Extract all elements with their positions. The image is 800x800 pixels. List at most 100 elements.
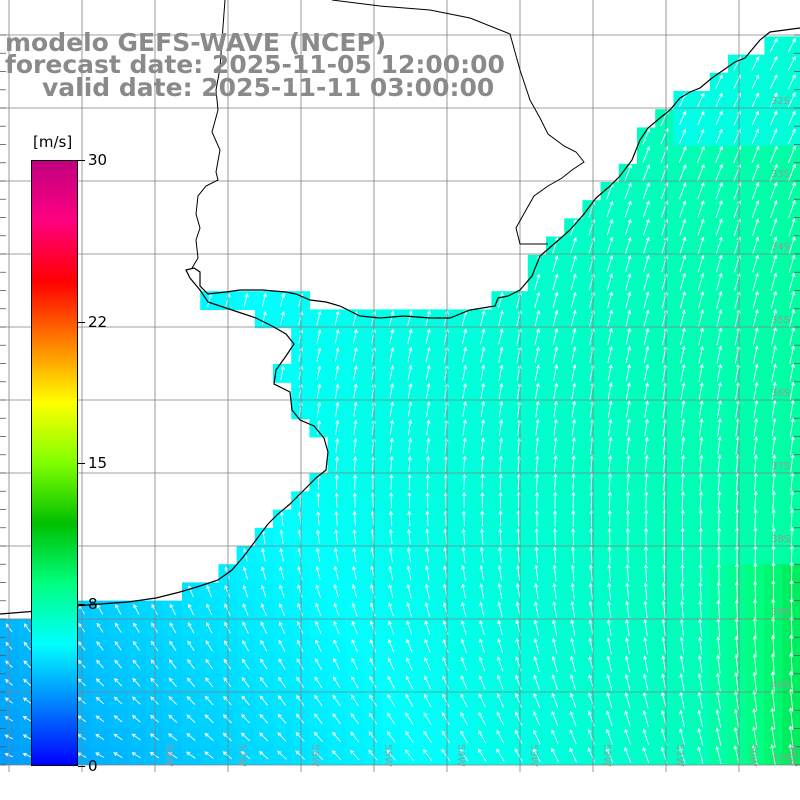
wind-arrow bbox=[241, 695, 250, 706]
wind-arrow bbox=[679, 709, 685, 728]
wind-arrow bbox=[224, 584, 231, 598]
wind-arrow bbox=[498, 455, 504, 472]
wind-arrow bbox=[717, 454, 722, 473]
wind-arrow bbox=[643, 345, 650, 364]
wind-arrow bbox=[789, 308, 796, 328]
wind-arrow bbox=[607, 582, 612, 600]
latitude-label: 35S bbox=[771, 315, 790, 326]
longitude-labels: 58W 57W 56W 55W 54W 53W 52W 51W 50W 49W bbox=[163, 744, 798, 767]
wind-arrow bbox=[753, 417, 759, 437]
wind-arrow bbox=[260, 639, 268, 652]
wind-arrow bbox=[534, 546, 539, 563]
wind-arrow bbox=[388, 547, 393, 563]
wind-arrow bbox=[242, 621, 249, 634]
wind-arrow bbox=[242, 640, 250, 652]
wind-arrow bbox=[241, 658, 250, 670]
wind-arrow bbox=[752, 272, 759, 291]
wind-arrow bbox=[204, 714, 214, 724]
longitude-label: 58W bbox=[163, 744, 174, 767]
wind-arrow bbox=[608, 418, 613, 436]
wind-arrow bbox=[443, 528, 448, 545]
wind-arrow bbox=[424, 583, 430, 599]
wind-arrow bbox=[699, 490, 704, 510]
wind-arrow bbox=[315, 639, 322, 653]
colorbar-tick bbox=[78, 160, 85, 161]
wind-arrow bbox=[334, 456, 340, 472]
wind-arrow bbox=[570, 600, 576, 618]
wind-arrow bbox=[499, 437, 504, 454]
wind-arrow bbox=[662, 509, 667, 528]
wind-arrow bbox=[315, 565, 321, 580]
wind-arrow bbox=[698, 600, 703, 619]
wind-arrow bbox=[716, 345, 723, 364]
wind-arrow bbox=[680, 363, 686, 382]
wind-arrow bbox=[405, 712, 414, 725]
wind-arrow bbox=[679, 600, 685, 619]
wind-arrow bbox=[478, 730, 487, 744]
wind-arrow bbox=[661, 563, 667, 582]
wind-arrow bbox=[715, 254, 723, 273]
wind-arrow bbox=[698, 509, 704, 528]
wind-arrow bbox=[553, 382, 559, 400]
wind-arrows bbox=[4, 37, 796, 767]
wind-arrow bbox=[407, 310, 413, 326]
wind-arrow bbox=[751, 200, 760, 218]
wind-arrow bbox=[697, 182, 705, 200]
wind-arrow bbox=[425, 328, 431, 345]
wind-arrow bbox=[204, 732, 214, 742]
wind-arrow bbox=[698, 309, 705, 328]
wind-arrow bbox=[241, 676, 250, 688]
wind-arrow bbox=[625, 509, 631, 528]
wind-arrow bbox=[259, 676, 268, 688]
coastline bbox=[0, 27, 800, 615]
wind-arrow bbox=[552, 564, 557, 582]
wind-arrow bbox=[571, 509, 576, 527]
wind-arrow bbox=[680, 436, 686, 455]
inland-border bbox=[191, 0, 226, 269]
wind-arrow bbox=[734, 672, 739, 692]
wind-arrow bbox=[715, 92, 723, 107]
wind-arrow bbox=[752, 345, 759, 364]
wind-arrow bbox=[751, 92, 760, 108]
wind-arrow bbox=[607, 364, 613, 382]
wind-arrow bbox=[480, 346, 486, 363]
wind-arrow bbox=[753, 454, 759, 474]
wind-arrow bbox=[462, 382, 468, 399]
wind-arrow bbox=[223, 658, 232, 670]
wind-arrow bbox=[626, 454, 631, 473]
wind-arrow bbox=[389, 328, 395, 344]
wind-arrow bbox=[571, 527, 576, 545]
wind-arrow bbox=[460, 711, 468, 726]
wind-arrow bbox=[479, 583, 485, 599]
wind-arrow bbox=[242, 603, 249, 616]
wind-arrow bbox=[441, 711, 450, 726]
wind-arrow bbox=[769, 55, 778, 71]
wind-arrow bbox=[569, 747, 577, 763]
wind-arrow bbox=[132, 640, 140, 651]
river-border bbox=[331, 0, 585, 245]
wind-arrow bbox=[426, 419, 431, 436]
wind-arrow bbox=[625, 382, 631, 400]
wind-arrow bbox=[644, 436, 649, 455]
wind-arrow bbox=[752, 308, 759, 328]
wind-arrow bbox=[352, 474, 358, 490]
wind-arrow bbox=[95, 734, 105, 741]
wind-arrow bbox=[769, 181, 778, 200]
wind-arrow bbox=[388, 583, 394, 599]
wind-arrow bbox=[788, 725, 794, 748]
wind-arrow bbox=[460, 656, 468, 672]
wind-arrow bbox=[624, 637, 630, 655]
wind-arrow bbox=[260, 566, 267, 580]
wind-arrow bbox=[698, 418, 704, 437]
wind-arrow bbox=[333, 639, 340, 653]
wind-arrow bbox=[679, 691, 685, 709]
wind-arrow bbox=[387, 712, 396, 725]
wind-arrow bbox=[571, 491, 576, 509]
wind-arrow bbox=[535, 455, 540, 473]
wind-arrow bbox=[551, 674, 558, 690]
wind-arrow bbox=[625, 363, 632, 382]
wind-arrow bbox=[498, 400, 504, 418]
wind-arrow bbox=[204, 695, 214, 706]
wind-arrow bbox=[478, 711, 486, 726]
wind-arrow bbox=[223, 677, 232, 688]
